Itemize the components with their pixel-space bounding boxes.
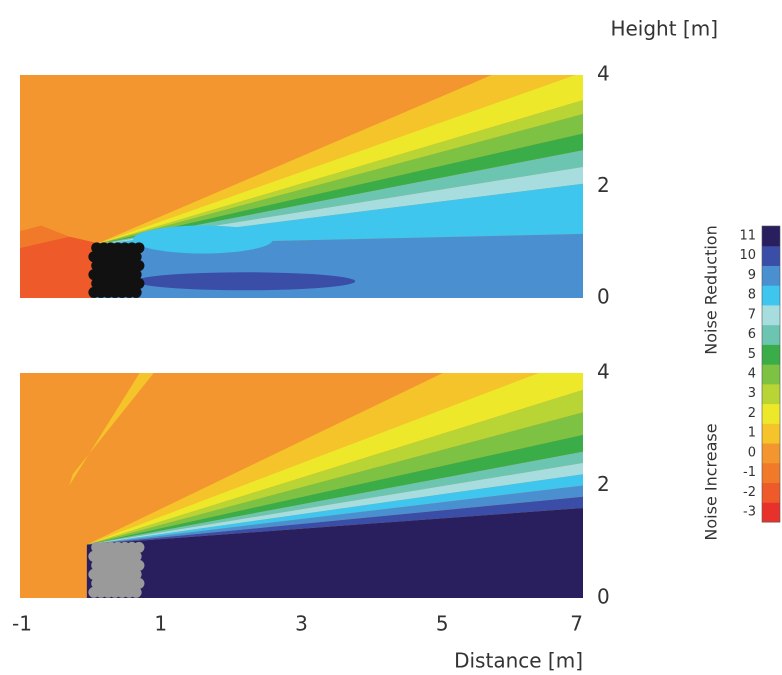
contour-region — [93, 100, 583, 246]
contour-region — [86, 412, 583, 545]
contour-region — [86, 389, 583, 545]
barrier-element — [130, 568, 142, 580]
colorbar-tick-label: 3 — [748, 386, 756, 401]
colorbar-label-top: Noise Reduction — [702, 225, 721, 354]
colorbar-tick-label: 1 — [748, 426, 756, 441]
x-tick-label: -1 — [12, 612, 32, 636]
colorbar-tick-label: 6 — [748, 327, 756, 342]
colorbar-tick-label: 8 — [748, 288, 756, 303]
barrier-element — [130, 269, 142, 281]
colorbar-segment — [762, 502, 780, 523]
contour-region — [135, 272, 356, 291]
barrier-element — [133, 559, 145, 571]
contour-region — [86, 508, 583, 598]
x-axis-label: Distance [m] — [454, 649, 583, 673]
contour-region — [86, 373, 583, 545]
contour-panel — [20, 373, 583, 598]
y-tick-label: 2 — [597, 472, 610, 496]
y-tick-label: 4 — [597, 360, 610, 384]
colorbar-tick-label: 11 — [739, 228, 756, 243]
colorbar-segment — [762, 226, 780, 247]
colorbar-tick-label: -3 — [743, 505, 756, 520]
colorbar-segment — [762, 383, 780, 405]
y-tick-label: 4 — [597, 62, 610, 86]
contour-region — [93, 150, 583, 246]
contour-panel — [20, 75, 583, 298]
colorbar-segment — [762, 285, 780, 306]
colorbar-segment — [762, 423, 780, 444]
x-tick-label: 5 — [436, 612, 449, 636]
colorbar-segment — [762, 482, 780, 503]
contour-region — [86, 474, 583, 545]
x-tick-label: 7 — [570, 612, 583, 636]
barrier-element — [133, 260, 145, 272]
colorbar-segment — [762, 304, 780, 326]
colorbar-segment — [762, 324, 780, 345]
contour-region — [86, 434, 583, 545]
colorbar-tick-label: -2 — [743, 485, 756, 500]
barrier-element — [130, 586, 142, 598]
colorbar-frame — [761, 225, 781, 523]
contour-region — [86, 485, 583, 545]
barrier-element — [133, 541, 145, 553]
colorbar-tick-label: 5 — [748, 347, 756, 362]
y-tick-label: 2 — [597, 173, 610, 197]
y-tick-label: 0 — [597, 285, 610, 309]
colorbar-segment — [762, 245, 780, 266]
contour-region — [93, 75, 583, 246]
y-tick-label: 0 — [597, 585, 610, 609]
contour-region — [86, 451, 583, 545]
contour-region — [20, 225, 70, 248]
barrier-element — [130, 286, 142, 298]
x-tick-label: 3 — [295, 612, 308, 636]
barrier-element — [133, 278, 145, 290]
colorbar-tick-label: 10 — [739, 248, 756, 263]
barrier-element — [130, 550, 142, 562]
contour-region — [93, 114, 583, 246]
contour-region — [20, 236, 94, 298]
colorbar-segment — [762, 403, 780, 424]
colorbar-tick-label: 7 — [748, 307, 756, 322]
colorbar-segment — [762, 443, 780, 464]
contour-region — [93, 166, 583, 246]
barrier-element — [130, 251, 142, 263]
colorbar-tick-label: 4 — [748, 367, 756, 382]
colorbar-tick-label: 0 — [748, 445, 756, 460]
contour-region — [86, 463, 583, 545]
colorbar-tick-label: 2 — [748, 406, 756, 421]
contour-region — [86, 496, 583, 545]
colorbar-segment — [762, 265, 780, 286]
contour-region — [132, 225, 273, 254]
colorbar-tick-label: 9 — [748, 268, 756, 283]
y-axis-label: Height [m] — [610, 17, 718, 41]
x-tick-label: 1 — [154, 612, 167, 636]
colorbar-segment — [762, 364, 780, 385]
colorbar-segment — [762, 344, 780, 365]
barrier-element — [133, 577, 145, 589]
colorbar-segment — [762, 462, 780, 484]
contour-region — [93, 133, 583, 246]
colorbar-label-bottom: Noise Increase — [702, 423, 721, 540]
barrier-element — [133, 242, 145, 254]
colorbar-tick-label: -1 — [743, 465, 756, 480]
